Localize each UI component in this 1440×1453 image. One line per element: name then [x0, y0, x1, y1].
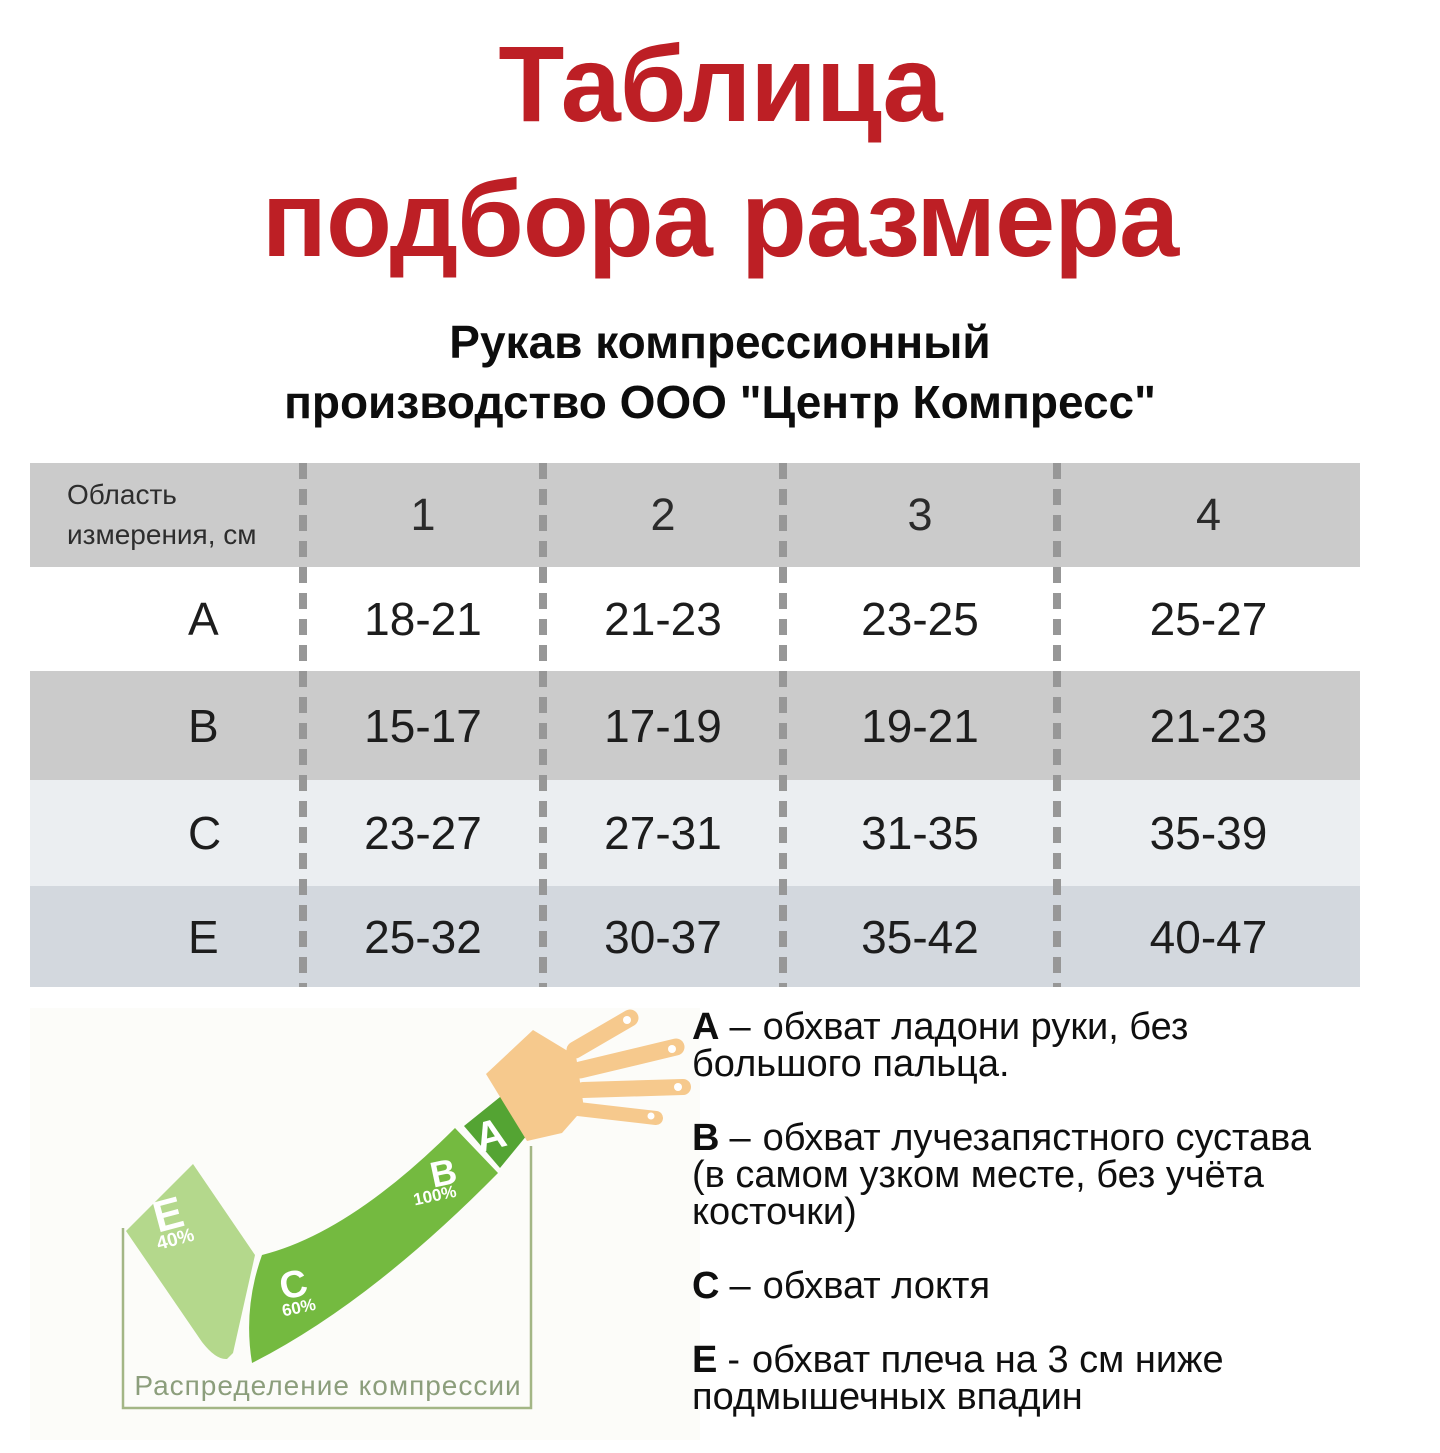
- measurement-area-header: Область измерения, см: [67, 479, 257, 550]
- legend-letter: A: [692, 1006, 720, 1048]
- table-cell: 31-35: [861, 807, 979, 859]
- table-cell: 25-27: [1149, 593, 1268, 645]
- diagram-caption: Распределение компрессии: [134, 1370, 521, 1401]
- size-table: Область измерения, см 1 2 3 4 A 18-21 21…: [30, 463, 1360, 987]
- legend-separator: -: [727, 1339, 741, 1381]
- table-cell: 27-31: [604, 807, 722, 859]
- compression-diagram: E 40% C 60% B 100% A Распределение компр…: [30, 1008, 700, 1440]
- legend-letter: B: [692, 1117, 720, 1159]
- legend-separator: –: [729, 1006, 751, 1048]
- table-cell: 35-42: [861, 910, 979, 963]
- table-row-e: E 25-32 30-37 35-42 40-47: [30, 886, 1360, 987]
- page-title-line2: подбора размера: [261, 158, 1179, 279]
- table-cell: 17-19: [604, 699, 722, 752]
- measurement-legend: A – обхват ладони руки, без большого пальц…: [692, 1006, 1437, 1453]
- subtitle-line1: Рукав компрессионный: [449, 316, 991, 368]
- table-cell: 40-47: [1149, 910, 1268, 963]
- page-title-line1: Таблица: [498, 23, 942, 144]
- legend-line: A – обхват ладони руки, без: [692, 1006, 1437, 1048]
- table-row-c: C 23-27 27-31 31-35 35-39: [30, 780, 1360, 886]
- table-header-row: Область измерения, см 1 2 3 4: [30, 463, 1360, 567]
- legend-item-c: C – обхват локтя: [692, 1265, 1437, 1307]
- legend-item-b: B – обхват лучезапястного сустава (в самом…: [692, 1117, 1437, 1233]
- legend-line: косточки): [692, 1191, 857, 1233]
- table-cell: 23-27: [364, 807, 482, 859]
- zone-e-shape: [126, 1164, 255, 1360]
- hand-illustration: [486, 1009, 691, 1141]
- table-cell: 19-21: [861, 699, 979, 752]
- diagram-frame: [121, 1146, 533, 1410]
- column-separator: [539, 463, 547, 987]
- row-label-e: E: [188, 910, 219, 963]
- size-column-2: 2: [650, 489, 676, 540]
- legend-text: обхват лучезапястного сустава: [762, 1117, 1312, 1159]
- table-row-a: A 18-21 21-23 23-25 25-27: [30, 567, 1360, 671]
- legend-separator: –: [729, 1265, 751, 1307]
- fingernail: [674, 1083, 682, 1091]
- size-column-3: 3: [907, 489, 933, 540]
- size-column-4: 4: [1195, 489, 1222, 540]
- size-column-1: 1: [410, 489, 436, 540]
- table-cell: 25-32: [364, 910, 482, 963]
- legend-line: большого пальца.: [692, 1043, 1010, 1085]
- legend-text: обхват плеча на 3 см ниже: [752, 1339, 1224, 1381]
- row-label-a: A: [188, 593, 219, 645]
- legend-line: B – обхват лучезапястного сустава: [692, 1117, 1437, 1159]
- row-label-c: C: [188, 807, 222, 859]
- table-cell: 35-39: [1149, 807, 1268, 859]
- table-row-b: B 15-17 17-19 19-21 21-23: [30, 671, 1360, 780]
- fingernail: [623, 1016, 631, 1024]
- fingernail: [647, 1112, 655, 1120]
- legend-letter: C: [692, 1265, 720, 1307]
- legend-line: C – обхват локтя: [692, 1265, 1437, 1307]
- table-cell: 30-37: [604, 910, 722, 963]
- legend-text: обхват локтя: [762, 1265, 991, 1307]
- zone-cb-shape: [249, 1128, 498, 1363]
- subtitle-line2: производство ООО "Центр Компресс": [284, 376, 1156, 428]
- legend-letter: E: [692, 1339, 718, 1381]
- table-cell: 21-23: [604, 593, 722, 645]
- column-separator: [779, 463, 787, 987]
- legend-text: обхват ладони руки, без: [762, 1006, 1189, 1048]
- table-cell: 18-21: [364, 593, 482, 645]
- legend-item-e: E - обхват плеча на 3 см ниже подмышечных …: [692, 1339, 1437, 1418]
- fingernail: [668, 1045, 676, 1053]
- legend-item-a: A – обхват ладони руки, без большого пальц…: [692, 1006, 1437, 1085]
- table-cell: 15-17: [364, 699, 482, 752]
- page-title: Таблица подбора размера: [0, 16, 1440, 286]
- compression-diagram-svg: E 40% C 60% B 100% A Распределение компр…: [30, 1008, 700, 1440]
- table-cell: 21-23: [1149, 699, 1268, 752]
- table-cell: 23-25: [861, 593, 979, 645]
- legend-line: (в самом узком месте, без учёта: [692, 1154, 1264, 1196]
- page-subtitle: Рукав компрессионный производство ООО "Ц…: [0, 312, 1440, 432]
- column-separator: [299, 463, 307, 987]
- legend-line: подмышечных впадин: [692, 1376, 1083, 1418]
- legend-line: E - обхват плеча на 3 см ниже: [692, 1339, 1437, 1381]
- row-label-b: B: [188, 699, 219, 752]
- column-separator: [1053, 463, 1061, 987]
- legend-separator: –: [729, 1117, 751, 1159]
